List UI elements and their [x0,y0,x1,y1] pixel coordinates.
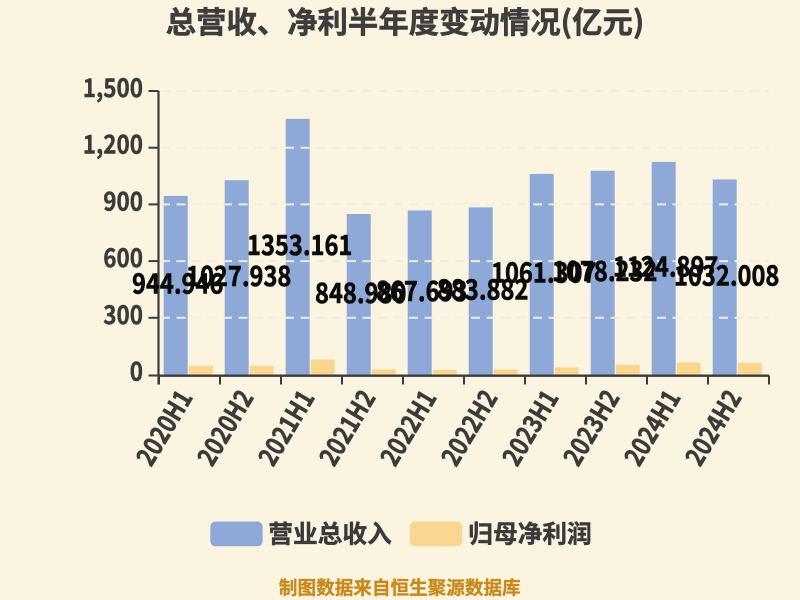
svg-text:600: 600 [103,237,143,274]
svg-text:1027.938: 1027.938 [186,255,291,295]
svg-text:883.882: 883.882 [437,268,528,308]
svg-text:1353.161: 1353.161 [247,224,352,264]
svg-text:2024H1: 2024H1 [614,382,689,472]
svg-text:2021H2: 2021H2 [309,382,384,472]
svg-text:300: 300 [103,294,143,331]
svg-text:总营收、净利半年度变动情况(亿元): 总营收、净利半年度变动情况(亿元) [166,0,645,42]
svg-text:0: 0 [130,351,143,388]
svg-text:2020H1: 2020H1 [126,382,201,472]
svg-text:1078.232: 1078.232 [552,250,657,290]
svg-text:1,500: 1,500 [83,67,143,104]
svg-text:867.693: 867.693 [376,270,467,310]
svg-text:2022H2: 2022H2 [431,382,506,472]
svg-text:制图数据来自恒生聚源数据库: 制图数据来自恒生聚源数据库 [279,574,521,600]
svg-text:归母净利润: 归母净利润 [468,515,591,551]
svg-text:944.946: 944.946 [132,262,223,302]
svg-text:1061.307: 1061.307 [491,251,596,291]
svg-text:2023H1: 2023H1 [492,382,567,472]
svg-text:1,200: 1,200 [83,124,143,161]
svg-text:营业总收入: 营业总收入 [268,515,392,551]
svg-text:1032.008: 1032.008 [674,254,779,294]
svg-text:848.980: 848.980 [315,271,406,311]
svg-text:1124.897: 1124.897 [613,245,718,285]
svg-text:900: 900 [103,181,143,218]
svg-text:2023H2: 2023H2 [553,382,628,472]
svg-text:2020H2: 2020H2 [187,382,262,472]
svg-text:2022H1: 2022H1 [370,382,445,472]
svg-text:2024H2: 2024H2 [675,382,750,472]
svg-text:2021H1: 2021H1 [248,382,323,472]
